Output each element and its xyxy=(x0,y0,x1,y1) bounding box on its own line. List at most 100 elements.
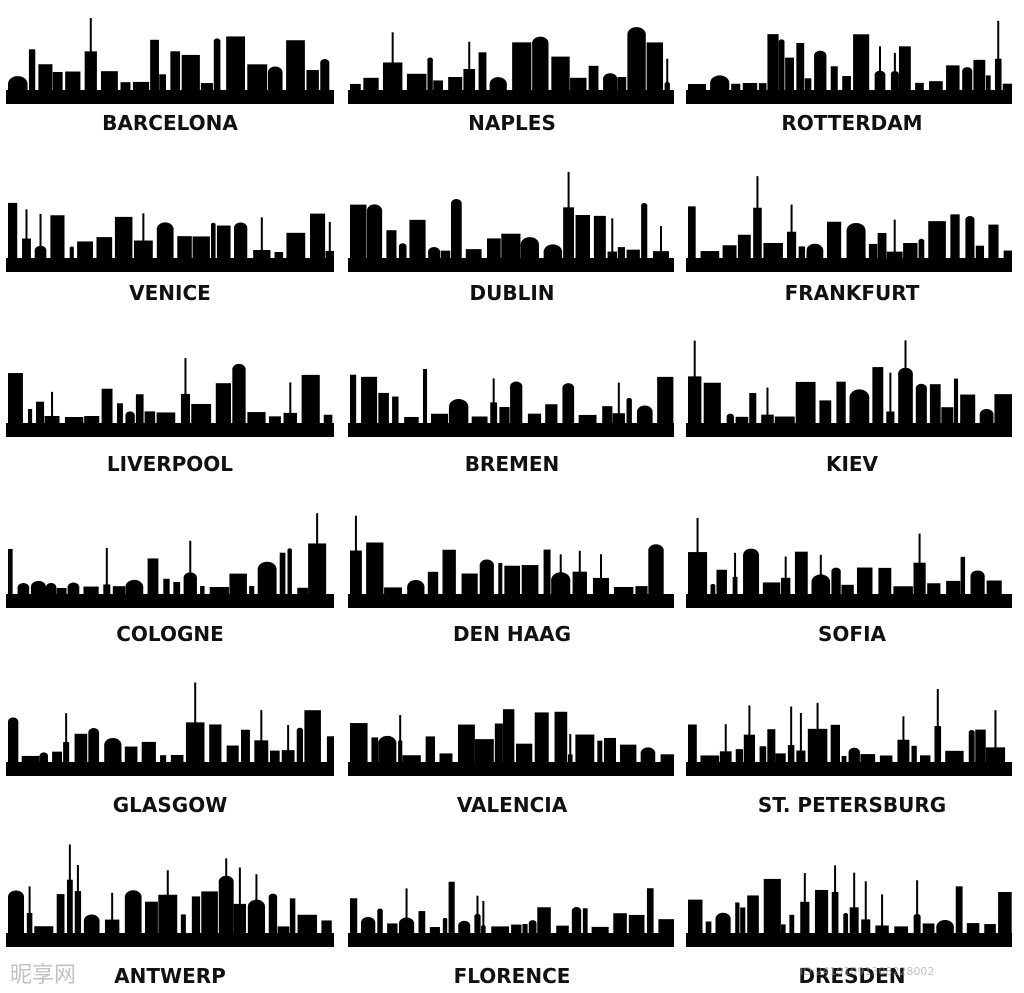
spire xyxy=(693,340,696,381)
building xyxy=(511,924,522,934)
building xyxy=(688,376,702,424)
building xyxy=(527,413,542,424)
building xyxy=(201,891,218,934)
skyline xyxy=(686,517,1012,608)
building xyxy=(65,71,81,91)
building xyxy=(74,733,88,763)
spire xyxy=(569,734,572,775)
building xyxy=(648,550,664,595)
spire xyxy=(617,382,620,423)
building xyxy=(775,753,786,763)
city-label: DEN HAAG xyxy=(453,622,571,646)
building xyxy=(778,41,785,91)
dome xyxy=(267,66,283,79)
building xyxy=(521,565,539,595)
building xyxy=(287,550,292,595)
building xyxy=(898,46,911,91)
building xyxy=(528,923,537,934)
city-label: BREMEN xyxy=(465,452,560,476)
city-label: LIVERPOOL xyxy=(107,452,233,476)
building xyxy=(613,913,627,934)
skyline xyxy=(348,368,674,437)
building xyxy=(498,562,503,595)
building xyxy=(145,901,158,934)
building xyxy=(96,237,113,259)
building xyxy=(296,730,304,763)
dome xyxy=(30,580,46,593)
building xyxy=(132,81,150,91)
building xyxy=(308,543,327,595)
building xyxy=(159,74,166,91)
building xyxy=(409,219,426,259)
building xyxy=(200,83,213,91)
building xyxy=(384,587,402,595)
spire xyxy=(766,387,769,428)
building xyxy=(735,416,749,424)
dome xyxy=(627,27,646,42)
dome xyxy=(124,890,142,904)
building xyxy=(77,241,93,259)
building xyxy=(135,394,144,424)
dome xyxy=(543,244,563,260)
building xyxy=(320,62,330,91)
building xyxy=(427,571,439,595)
building xyxy=(8,721,19,763)
dome xyxy=(366,204,383,217)
ground xyxy=(686,90,1012,104)
building xyxy=(617,247,626,259)
building xyxy=(144,411,156,424)
building xyxy=(404,416,419,424)
city-label: KIEV xyxy=(826,452,879,476)
spire xyxy=(142,213,145,254)
building xyxy=(762,582,781,595)
dome xyxy=(268,893,278,901)
dome xyxy=(398,243,407,250)
building xyxy=(309,213,326,259)
building xyxy=(512,42,532,91)
building xyxy=(101,388,113,424)
building xyxy=(688,724,697,763)
building xyxy=(886,411,895,424)
building xyxy=(994,58,1002,91)
building xyxy=(234,227,248,259)
dome xyxy=(104,737,122,752)
building xyxy=(8,548,13,595)
spire xyxy=(994,710,997,751)
skyline xyxy=(6,358,334,437)
building xyxy=(798,246,805,259)
spire xyxy=(997,20,1000,61)
building xyxy=(570,77,587,91)
building xyxy=(785,57,794,91)
dome xyxy=(296,727,304,733)
city-label: GLASGOW xyxy=(113,793,228,817)
building xyxy=(929,81,943,91)
building xyxy=(371,737,379,763)
spire xyxy=(904,340,907,381)
building xyxy=(124,746,138,763)
spire xyxy=(696,517,699,558)
building xyxy=(170,51,181,91)
building xyxy=(960,556,966,595)
skyline xyxy=(686,689,1012,776)
building xyxy=(602,406,613,424)
building xyxy=(479,565,494,595)
building xyxy=(582,908,588,934)
building xyxy=(74,890,82,934)
building xyxy=(968,732,975,763)
building xyxy=(532,43,549,91)
building xyxy=(52,751,63,763)
spire xyxy=(111,892,114,933)
building xyxy=(700,755,720,763)
building xyxy=(726,416,734,424)
building xyxy=(836,381,846,424)
building xyxy=(240,729,250,763)
skyline xyxy=(6,513,334,608)
building xyxy=(747,895,759,934)
building xyxy=(83,586,99,595)
building xyxy=(173,581,181,595)
building xyxy=(688,552,708,595)
building xyxy=(657,376,674,424)
building xyxy=(64,416,84,424)
building xyxy=(326,736,334,763)
skyline xyxy=(348,709,674,776)
